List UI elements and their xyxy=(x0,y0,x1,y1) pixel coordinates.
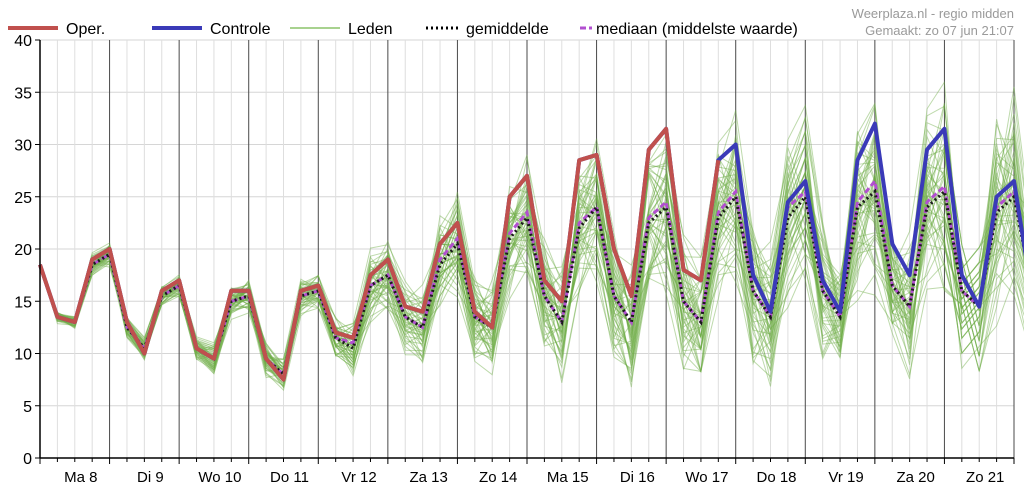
day-label: Vr 12 xyxy=(341,469,376,486)
member-line xyxy=(39,174,1024,381)
legend-label: mediaan (middelste waarde) xyxy=(596,21,798,38)
member-line xyxy=(39,103,1024,362)
legend-label: Oper. xyxy=(66,21,105,38)
y-tick-label: 0 xyxy=(23,451,32,468)
member-line xyxy=(39,152,1024,385)
y-tick-label: 35 xyxy=(14,85,32,102)
member-line xyxy=(39,172,1024,383)
member-line xyxy=(39,134,1024,370)
member-line xyxy=(39,203,1024,392)
y-tick-label: 30 xyxy=(14,138,32,155)
gemiddelde-line xyxy=(38,188,1024,378)
member-line xyxy=(39,148,1024,382)
legend-label: Leden xyxy=(348,21,393,38)
legend-label: Controle xyxy=(210,21,271,38)
series-lines xyxy=(38,121,1024,382)
day-label: Zo 14 xyxy=(479,469,517,486)
day-label: Do 11 xyxy=(270,469,309,486)
member-line xyxy=(39,131,1024,365)
member-line xyxy=(39,160,1024,389)
y-tick-label: 15 xyxy=(14,294,32,311)
member-line xyxy=(39,133,1024,373)
legend-item-oper: Oper. xyxy=(8,21,105,38)
member-line xyxy=(39,211,1024,388)
member-line xyxy=(39,212,1024,387)
member-line xyxy=(39,105,1024,367)
member-line xyxy=(39,86,1024,367)
legend-item-controle: Controle xyxy=(152,21,271,38)
day-label: Ma 8 xyxy=(64,469,97,486)
day-label: Za 13 xyxy=(409,469,447,486)
mediaan-line xyxy=(38,177,1024,378)
day-label: Di 16 xyxy=(620,469,655,486)
day-label: Di 9 xyxy=(137,469,164,486)
member-line xyxy=(39,181,1024,377)
member-line xyxy=(39,193,1024,381)
day-label: Do 18 xyxy=(756,469,796,486)
member-line xyxy=(39,163,1024,379)
member-line xyxy=(39,119,1024,360)
member-line xyxy=(39,167,1024,384)
member-line xyxy=(39,144,1024,372)
day-label: Za 20 xyxy=(896,469,934,486)
legend-item-leden: Leden xyxy=(290,21,393,38)
member-line xyxy=(39,140,1024,375)
day-label: Wo 17 xyxy=(685,469,728,486)
day-label: Wo 10 xyxy=(198,469,241,486)
day-label: Ma 15 xyxy=(547,469,589,486)
member-line xyxy=(39,173,1024,377)
member-line xyxy=(39,102,1024,377)
day-label: Vr 19 xyxy=(828,469,863,486)
y-tick-label: 20 xyxy=(14,242,32,259)
y-tick-label: 10 xyxy=(14,347,32,364)
source-label: Weerplaza.nl - regio midden xyxy=(852,6,1014,21)
oper-line xyxy=(38,126,721,382)
member-line xyxy=(39,169,1024,371)
axes: 0 5 10 15 20 25 30 35 40 Ma 8 Di 9 Wo 10 Do 11 Vr 12 Z… xyxy=(14,33,1015,486)
day-label: Zo 21 xyxy=(966,469,1004,486)
legend: Oper. Controle Leden gemiddelde mediaan (mid… xyxy=(8,21,798,38)
y-tick-label: 25 xyxy=(14,190,32,207)
member-line xyxy=(39,147,1024,379)
legend-item-gemiddelde: gemiddelde xyxy=(426,21,549,38)
legend-item-mediaan: mediaan (middelste waarde) xyxy=(580,21,798,38)
member-line xyxy=(39,184,1024,375)
member-line xyxy=(39,130,1024,381)
member-line xyxy=(39,138,1024,366)
member-line xyxy=(39,80,1024,373)
y-tick-label: 5 xyxy=(23,399,32,416)
member-line xyxy=(39,190,1024,379)
created-timestamp: Gemaakt: zo 07 jun 21:07 xyxy=(865,23,1014,38)
y-tick-label: 40 xyxy=(14,33,32,50)
legend-label: gemiddelde xyxy=(466,21,549,38)
